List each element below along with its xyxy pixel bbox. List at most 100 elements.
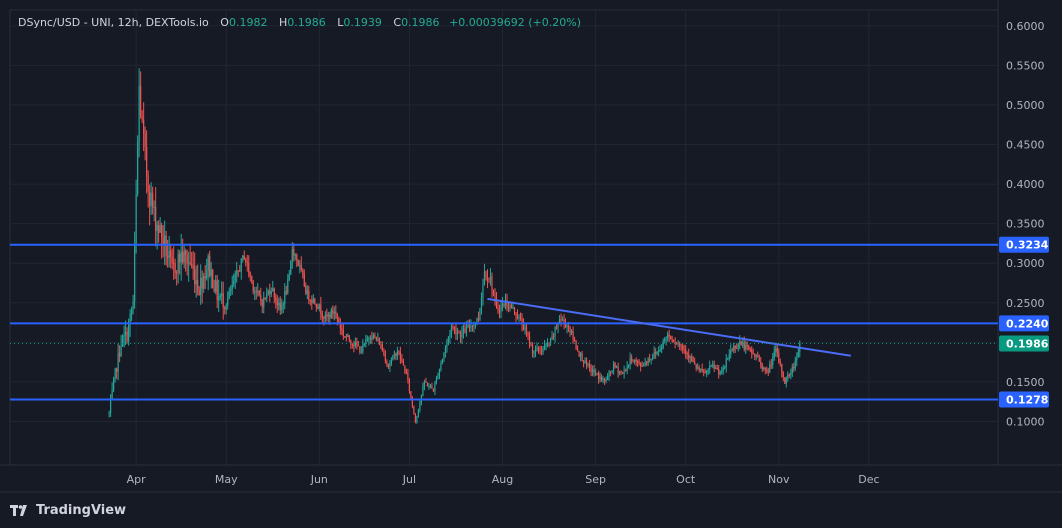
candle-body <box>749 348 751 350</box>
candle-body <box>608 371 610 376</box>
candle-body <box>407 372 409 380</box>
candle-body <box>210 269 212 277</box>
candle-body <box>652 356 654 359</box>
candle-body <box>670 336 672 340</box>
y-tick-label: 0.2500 <box>1006 297 1045 310</box>
candle-body <box>311 300 313 303</box>
candle-body <box>683 349 685 351</box>
candle-body <box>416 416 418 423</box>
candle-body <box>156 224 158 231</box>
candle-body <box>748 345 750 349</box>
candle-body <box>335 311 337 314</box>
candle-body <box>239 270 241 272</box>
candle-body <box>701 368 703 372</box>
last-price-tag <box>999 335 1049 352</box>
candle-body <box>345 336 347 338</box>
level-price-tag <box>999 391 1049 408</box>
candle-body <box>552 335 555 337</box>
y-tick-label: 0.5500 <box>1006 59 1045 72</box>
candle-body <box>486 277 489 280</box>
candle-body <box>506 300 508 308</box>
candle-body <box>351 344 353 346</box>
candle-body <box>153 206 155 208</box>
candle-body <box>662 340 664 349</box>
candle-body <box>566 326 568 328</box>
candle-body <box>579 353 582 357</box>
candle-body <box>647 358 649 364</box>
candle-body <box>249 272 251 277</box>
tradingview-brand[interactable]: TradingView <box>10 503 126 518</box>
candle-body <box>510 305 513 309</box>
candle-body <box>228 291 230 299</box>
candle-body <box>734 346 736 349</box>
candle-body <box>628 364 630 367</box>
candle-body <box>594 373 597 375</box>
candle-body <box>171 257 173 264</box>
candle-body <box>230 289 232 292</box>
candle-body <box>287 279 289 293</box>
candle-body <box>150 192 152 206</box>
candle-body <box>585 360 588 366</box>
low-value: 0.1939 <box>343 16 382 29</box>
candle-body <box>338 318 340 324</box>
candle-body <box>489 276 492 281</box>
candle-body <box>512 306 514 309</box>
candle-body <box>676 343 678 345</box>
candle-body <box>757 355 759 358</box>
symbol-title: DSync/USD - UNI, 12h, DEXTools.io <box>18 16 209 29</box>
candle-body <box>399 352 401 360</box>
candle-body <box>755 355 757 357</box>
candle-body <box>240 258 242 272</box>
candle-body <box>371 337 373 340</box>
candle-body <box>619 371 621 373</box>
candle-body <box>273 288 275 298</box>
candle-body <box>775 347 777 352</box>
candle-body <box>359 346 361 353</box>
candle-body <box>147 175 149 192</box>
candle-body <box>492 290 495 295</box>
candle-body <box>363 343 365 345</box>
candle-body <box>479 308 481 321</box>
candle-body <box>751 349 753 354</box>
candle-body <box>242 255 244 259</box>
candle-body <box>707 369 709 371</box>
candle-body <box>519 316 522 319</box>
candle-body <box>724 367 726 369</box>
candle-body <box>497 307 499 312</box>
candle-body <box>539 350 541 352</box>
candle-body <box>464 328 466 333</box>
high-label: H <box>278 16 288 29</box>
candle-body <box>299 264 301 266</box>
candle-body <box>530 344 532 346</box>
candle-body <box>745 345 747 350</box>
candle-body <box>321 314 323 318</box>
candle-body <box>428 386 430 388</box>
candle-body <box>793 366 795 369</box>
candle-body <box>537 347 540 351</box>
candle-body <box>437 376 439 379</box>
candle-body <box>443 353 445 359</box>
candle-body <box>573 339 576 342</box>
candle-body <box>306 290 308 294</box>
candle-body <box>369 337 371 339</box>
candle-body <box>308 290 310 301</box>
candle-body <box>501 303 504 306</box>
candle-body <box>243 255 245 260</box>
candle-body <box>372 335 374 340</box>
candle-body <box>704 372 706 374</box>
candle-body <box>555 326 558 328</box>
candle-body <box>432 388 435 392</box>
candle-body <box>188 262 190 264</box>
candle-body <box>459 333 462 338</box>
x-tick-label: Nov <box>768 473 790 486</box>
x-tick-label: Oct <box>676 473 696 486</box>
candle-body <box>626 366 628 372</box>
candle-body <box>332 309 334 314</box>
candle-body <box>709 365 711 370</box>
candle-body <box>722 367 724 372</box>
candle-body <box>467 325 469 327</box>
candle-body <box>278 302 280 306</box>
candle-body <box>224 307 226 310</box>
candle-body <box>354 342 356 347</box>
